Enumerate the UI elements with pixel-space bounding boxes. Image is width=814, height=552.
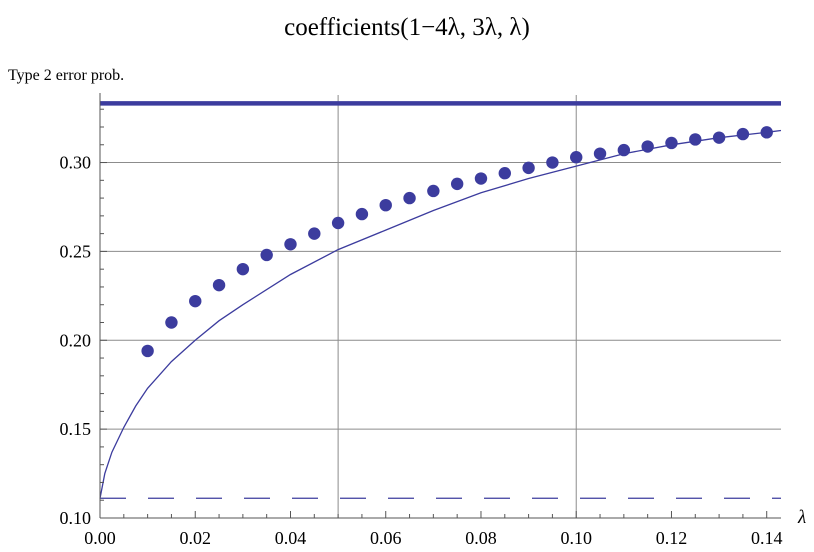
data-point <box>165 316 178 329</box>
data-point <box>284 238 297 251</box>
x-axis-label: λ <box>797 507 806 528</box>
x-tick-label: 0.04 <box>275 528 307 548</box>
x-tick-label: 0.00 <box>84 528 116 548</box>
series-layer <box>99 101 782 499</box>
y-tick-label: 0.15 <box>60 419 92 439</box>
x-tick-label: 0.02 <box>179 528 211 548</box>
y-tick-label: 0.20 <box>60 330 92 350</box>
data-point <box>260 248 273 262</box>
y-axis-label: Type 2 error prob. <box>8 67 124 84</box>
y-tick-label: 0.25 <box>60 241 92 261</box>
data-point <box>474 172 488 185</box>
data-point <box>308 227 321 240</box>
data-point <box>593 147 607 160</box>
data-point <box>212 278 226 292</box>
data-point <box>546 156 559 169</box>
data-point <box>450 177 464 191</box>
data-point <box>641 140 654 153</box>
chart-title: coefficients(1−4λ, 3λ, λ) <box>284 14 530 41</box>
data-point <box>570 151 583 164</box>
data-point <box>665 136 678 150</box>
x-tick-label: 0.14 <box>751 528 783 548</box>
grid-layer <box>100 95 781 518</box>
data-point <box>379 198 392 212</box>
data-point <box>689 133 702 146</box>
y-tick-label: 0.30 <box>60 153 92 173</box>
data-point <box>427 184 440 198</box>
x-tick-label: 0.06 <box>370 528 402 548</box>
x-tick-label: 0.10 <box>560 528 592 548</box>
data-point <box>355 207 369 221</box>
x-tick-label: 0.12 <box>656 528 688 548</box>
data-point <box>403 191 416 205</box>
series-curve <box>99 129 782 499</box>
data-point <box>522 161 535 175</box>
data-point <box>331 216 345 230</box>
axes-layer: 0.00 0.02 0.04 0.06 0.08 0.10 0.12 0.14 0.10 0.15… <box>60 93 783 548</box>
data-point <box>498 167 511 180</box>
x-tick-label: 0.08 <box>465 528 497 548</box>
data-point <box>736 127 750 141</box>
y-tick-label: 0.10 <box>60 508 92 528</box>
data-point <box>141 344 154 358</box>
data-point <box>189 294 202 308</box>
data-point <box>236 262 250 276</box>
